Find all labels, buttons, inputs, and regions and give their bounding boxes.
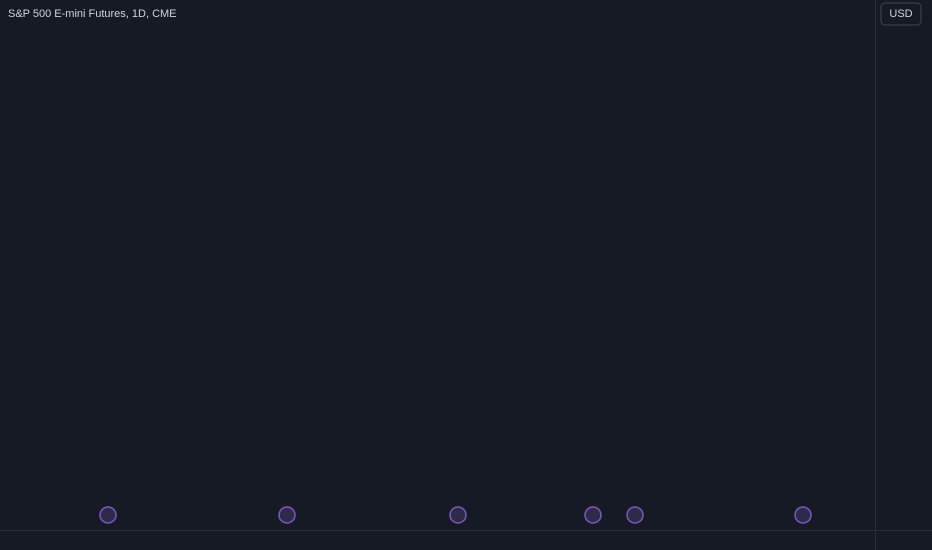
event-icons [99,506,812,524]
event-icon[interactable] [584,506,602,524]
event-icon[interactable] [794,506,812,524]
event-icon[interactable] [278,506,296,524]
currency-button[interactable] [880,2,922,26]
event-icon[interactable] [626,506,644,524]
chart-title: S&P 500 E-mini Futures, 1D, CME [8,8,177,20]
currency[interactable]: USD [889,8,912,20]
event-icon[interactable] [449,506,467,524]
event-icon[interactable] [99,506,117,524]
